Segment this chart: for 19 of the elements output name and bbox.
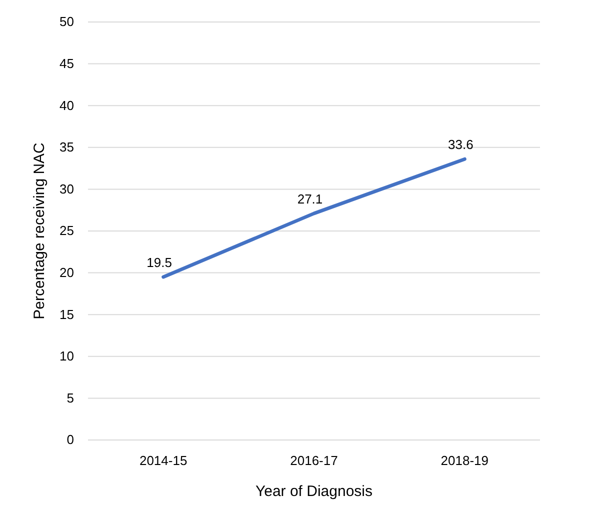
x-tick-label: 2014-15 (139, 453, 188, 468)
data-label: 33.6 (448, 137, 474, 152)
y-tick-label: 30 (60, 181, 74, 196)
y-tick-label: 50 (60, 14, 74, 30)
x-tick-label: 2018-19 (440, 453, 489, 468)
y-tick-label: 5 (66, 390, 74, 406)
data-label: 19.5 (146, 254, 172, 270)
y-tick-label: 20 (60, 264, 74, 280)
data-label: 27.1 (297, 191, 323, 206)
y-tick-label: 25 (60, 223, 74, 238)
x-tick-label: 2016-17 (290, 453, 338, 468)
y-tick-label: 45 (60, 56, 74, 71)
y-axis-title: Percentage receiving NAC (31, 142, 48, 320)
y-tick-label: 10 (60, 348, 74, 364)
x-axis-title: Year of Diagnosis (255, 483, 373, 500)
y-tick-label: 0 (66, 432, 74, 448)
y-tick-label: 35 (60, 140, 74, 155)
y-tick-label: 15 (60, 306, 74, 322)
y-tick-label: 40 (60, 98, 74, 113)
